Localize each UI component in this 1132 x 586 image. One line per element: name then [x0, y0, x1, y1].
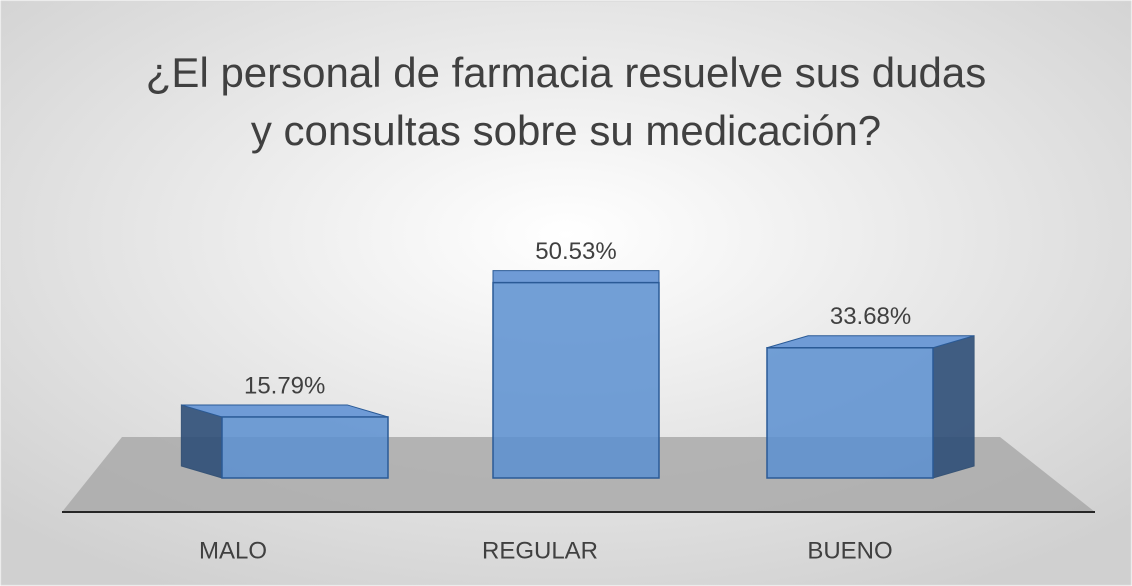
bar-side: [932, 335, 975, 479]
x-tick-label: MALO: [199, 537, 267, 564]
x-tick-label: REGULAR: [482, 537, 598, 564]
value-label: 50.53%: [535, 238, 616, 265]
value-label: 33.68%: [830, 303, 911, 330]
value-label: 15.79%: [244, 372, 325, 399]
chart-title: y consultas sobre su medicación?: [251, 107, 881, 154]
bar: [221, 416, 389, 479]
bar-top: [492, 270, 660, 284]
bar-side: [180, 404, 223, 479]
bar: [766, 347, 934, 479]
bar: [492, 281, 660, 479]
x-tick-label: BUENO: [807, 537, 892, 564]
chart-title: ¿El personal de farmacia resuelve sus du…: [146, 49, 986, 96]
